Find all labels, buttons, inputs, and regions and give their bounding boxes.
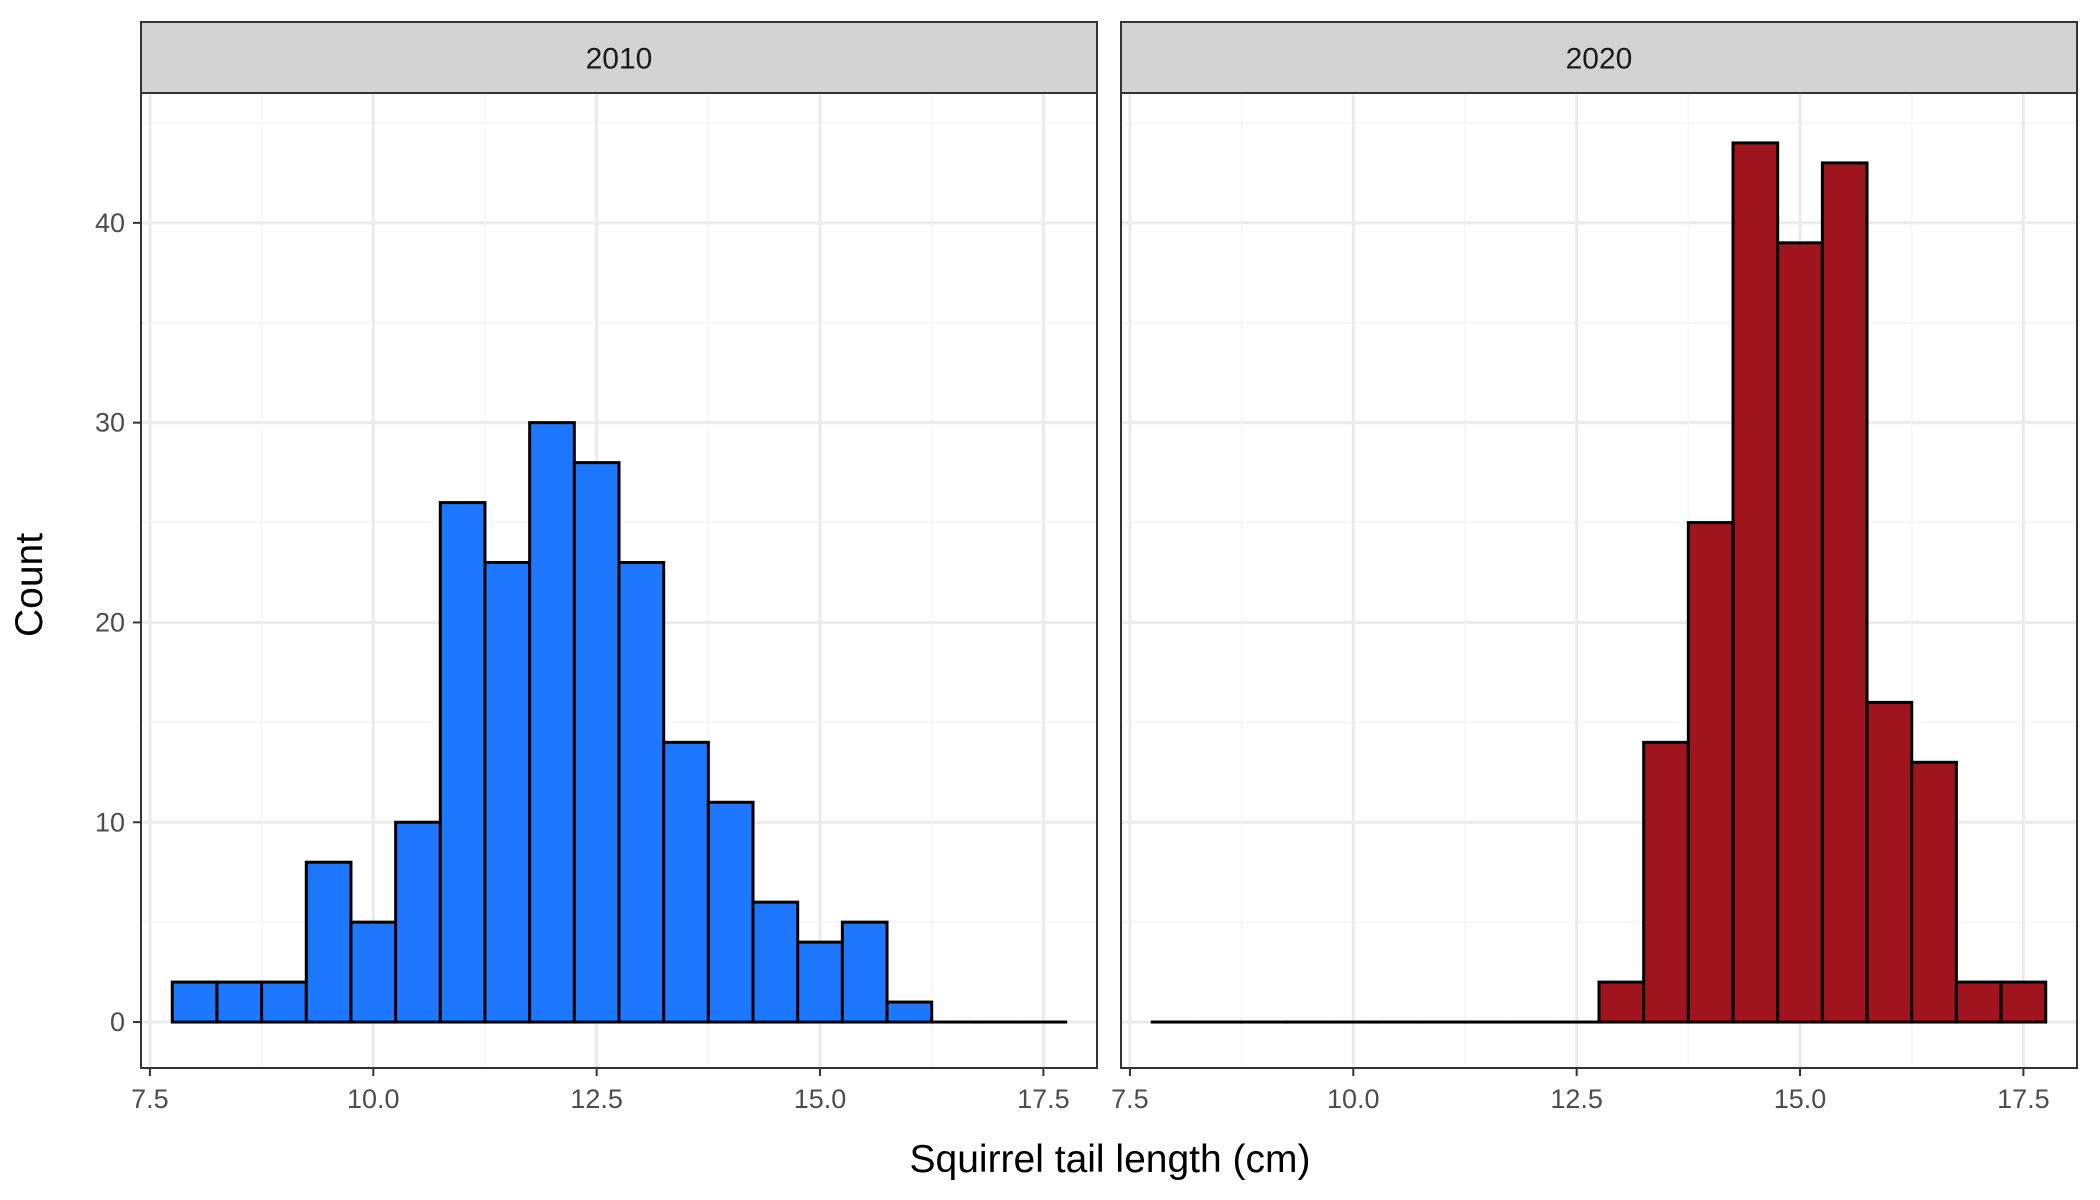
histogram-bar <box>304 860 353 1024</box>
histogram-bar <box>260 980 308 1024</box>
histogram-bar <box>1865 700 1914 1024</box>
x-tick-label: 7.5 <box>131 1084 169 1114</box>
y-tick-label: 30 <box>95 408 125 438</box>
histogram-bar <box>1642 740 1690 1024</box>
facet-panel-2020: 2020 7.5 10.0 12.5 15.0 17.5 <box>1111 21 2078 1114</box>
histogram-bar <box>1686 521 1735 1024</box>
histogram-bar <box>617 561 666 1024</box>
histogram-bar <box>706 800 755 1024</box>
histogram-bar <box>751 900 800 1024</box>
histogram-bar <box>215 980 264 1024</box>
x-tick-label: 12.5 <box>570 1084 623 1114</box>
facet-strip-label: 2020 <box>1566 43 1633 76</box>
histogram-bar <box>885 1000 934 1024</box>
facet-panel-2010: 2010 7.5 10.0 12.5 15.0 17.5 <box>131 21 1098 1114</box>
histogram-bar <box>394 820 442 1024</box>
panel-border <box>1120 92 2078 1069</box>
x-tick-label: 15.0 <box>1774 1084 1827 1114</box>
x-tick-label: 10.0 <box>1327 1084 1380 1114</box>
histogram-bar <box>1731 141 1780 1024</box>
histogram-bar <box>528 421 576 1024</box>
x-axis: 7.5 10.0 12.5 15.0 17.5 <box>1111 1068 2050 1114</box>
panel-border <box>140 92 1098 1069</box>
histogram-bar <box>572 461 621 1024</box>
y-axis-title: Count <box>8 533 51 637</box>
x-tick-label: 17.5 <box>1997 1084 2050 1114</box>
histogram-bar <box>1597 980 1646 1024</box>
facet-strip <box>1120 21 2078 94</box>
histogram-bar <box>1999 980 2048 1024</box>
histogram-bar <box>1776 241 1824 1024</box>
x-axis: 7.5 10.0 12.5 15.0 17.5 <box>131 1068 1070 1114</box>
histogram-bar <box>483 561 532 1024</box>
histogram-bar <box>170 980 219 1024</box>
x-tick-label: 12.5 <box>1550 1084 1603 1114</box>
bars <box>1150 141 2048 1024</box>
x-tick-label: 7.5 <box>1111 1084 1149 1114</box>
facet-panels: 2010 7.5 10.0 12.5 15.0 17.5 2020 7.5 10.0 12.5 15… <box>131 21 2078 1114</box>
y-axis: 0 10 20 30 40 <box>95 208 141 1037</box>
x-tick-label: 15.0 <box>794 1084 847 1114</box>
x-tick-label: 10.0 <box>347 1084 400 1114</box>
histogram-bar <box>662 740 710 1024</box>
histogram-bar <box>438 501 487 1024</box>
histogram-bar <box>1954 980 2003 1024</box>
y-tick-label: 10 <box>95 807 125 837</box>
bars <box>170 421 1068 1024</box>
facet-strip <box>140 21 1098 94</box>
histogram-bar <box>1820 161 1869 1024</box>
y-tick-label: 0 <box>110 1007 125 1037</box>
histogram-bar <box>1910 760 1958 1024</box>
histogram-bar <box>840 920 889 1024</box>
y-tick-label: 40 <box>95 208 125 238</box>
x-axis-title: Squirrel tail length (cm) <box>910 1138 1311 1181</box>
histogram-bar <box>349 920 398 1024</box>
facet-strip-label: 2010 <box>586 43 653 76</box>
x-tick-label: 17.5 <box>1017 1084 1070 1114</box>
histogram-bar <box>796 940 844 1024</box>
y-tick-label: 20 <box>95 607 125 637</box>
